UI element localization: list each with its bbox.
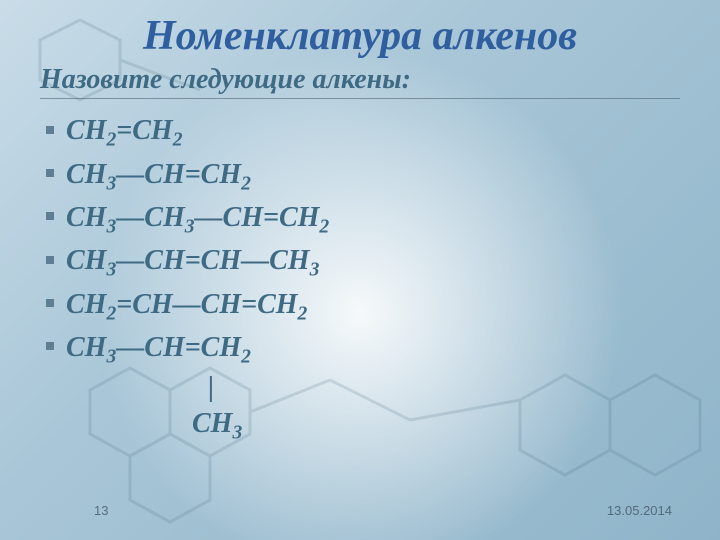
page-number: 13 (94, 503, 108, 518)
formula-item: CH3—CH=CH2 (44, 153, 680, 196)
formula-text: CH3—CH=CH2 (66, 332, 251, 363)
formula-item: CH3—CH=CH2 |CH3 (44, 326, 680, 442)
slide-date: 13.05.2014 (607, 503, 672, 518)
formula-item: CH2=CH—CH=CH2 (44, 283, 680, 326)
slide-subtitle: Назовите следующие алкены: (40, 64, 680, 96)
slide-title: Номенклатура алкенов (40, 12, 680, 60)
formula-text: CH2=CH—CH=CH2 (66, 289, 307, 320)
slide: Номенклатура алкенов Назовите следующие … (0, 0, 720, 540)
formula-text: CH2=CH2 (66, 115, 182, 146)
formula-text: CH3—CH=CH—CH3 (66, 245, 319, 276)
formula-item: CH2=CH2 (44, 109, 680, 152)
slide-content: Номенклатура алкенов Назовите следующие … (0, 0, 720, 540)
branch-bond: | (66, 370, 680, 406)
formula-text: CH3—CH3—CH=CH2 (66, 202, 329, 233)
branch-group: CH3 (66, 406, 680, 442)
title-rule (40, 98, 680, 99)
formula-list: CH2=CH2 CH3—CH=CH2 CH3—CH3—CH=CH2 CH3—CH=CH… (40, 109, 680, 442)
formula-item: CH3—CH3—CH=CH2 (44, 196, 680, 239)
formula-text: CH3—CH=CH2 (66, 159, 251, 190)
formula-item: CH3—CH=CH—CH3 (44, 239, 680, 282)
